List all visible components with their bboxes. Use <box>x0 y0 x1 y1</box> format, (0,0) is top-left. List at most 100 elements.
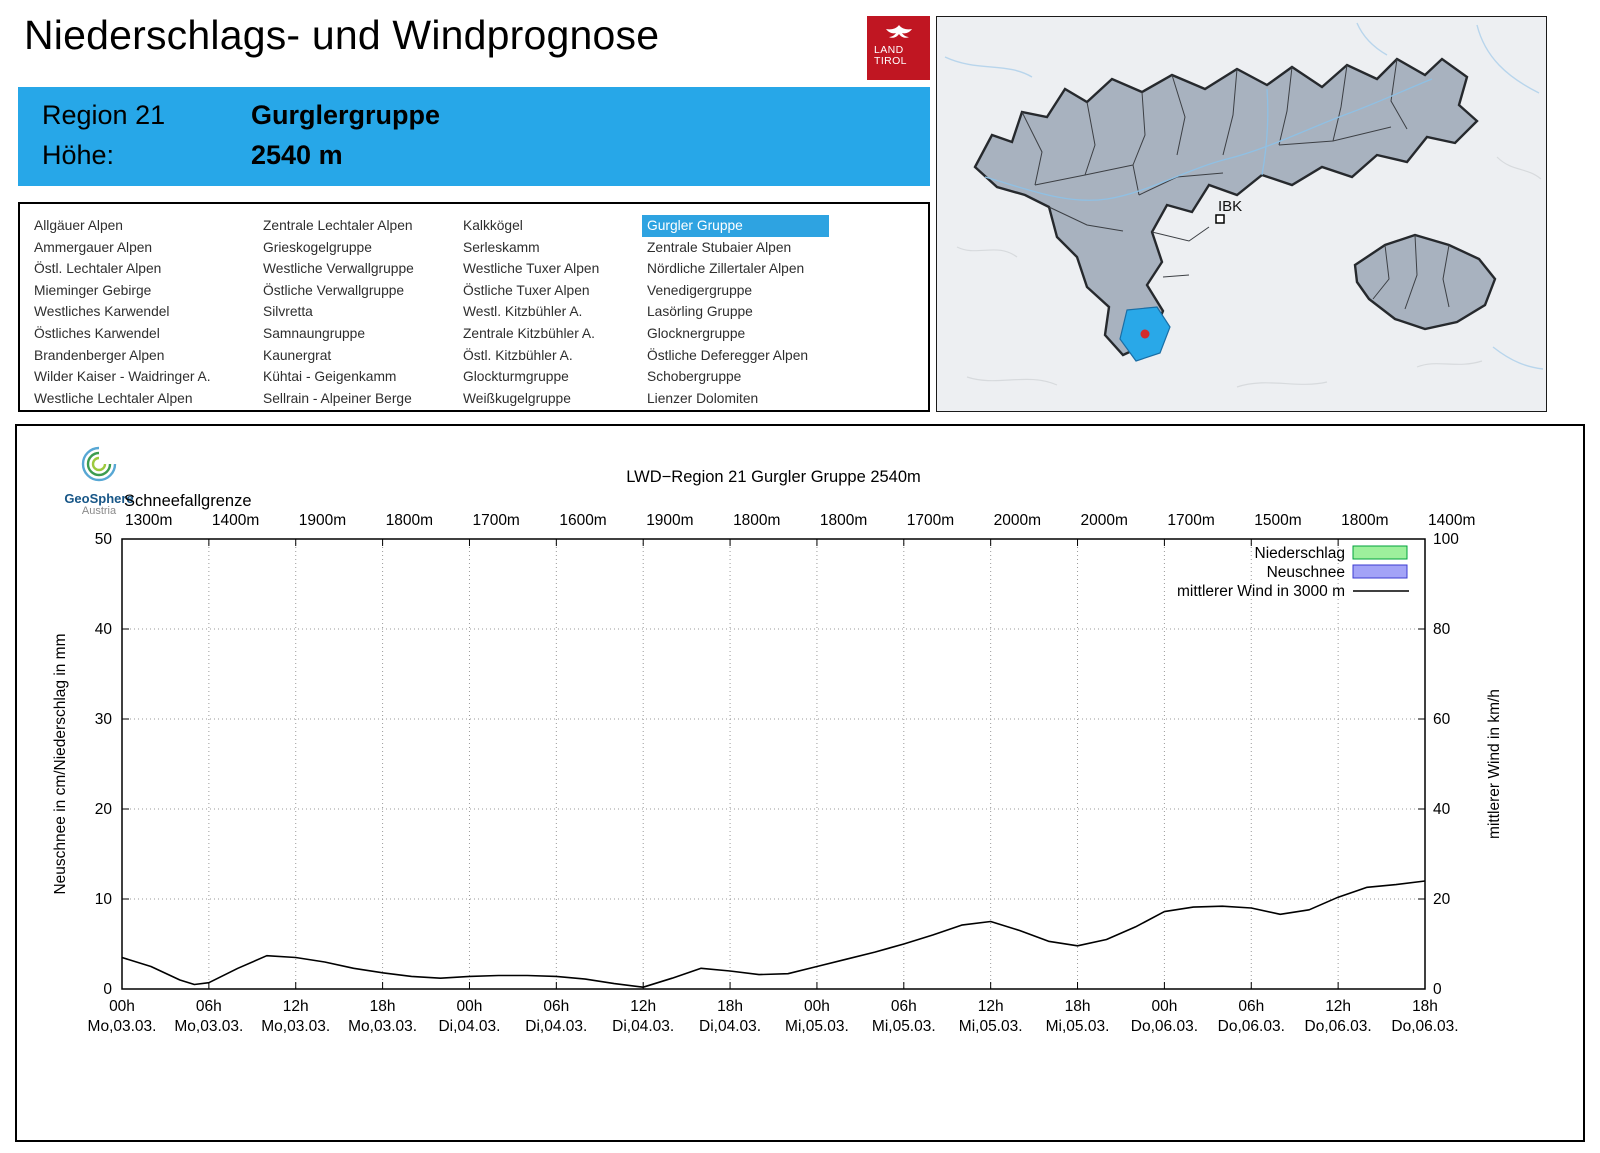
region-item[interactable]: Lienzer Dolomiten <box>647 390 759 406</box>
region-item[interactable]: Östliche Tuxer Alpen <box>463 282 590 298</box>
snowline-label: Schneefallgrenze <box>124 492 252 510</box>
region-item[interactable]: Sellrain - Alpeiner Berge <box>263 390 412 406</box>
y-axis-title-right: mittlerer Wind in km/h <box>1486 689 1503 839</box>
rivers-inside <box>984 78 1433 201</box>
x-tick-label-day: Do,06.03. <box>1218 1018 1285 1035</box>
region-item[interactable]: Samnaungruppe <box>263 325 366 341</box>
x-tick-label-hour: 00h <box>1151 998 1177 1015</box>
altitude-label: Höhe: <box>42 140 115 170</box>
region-column-4: Gurgler Gruppe Zentrale Stubaier Alpen Nör… <box>642 215 829 409</box>
y-tick-label-left: 30 <box>95 711 113 728</box>
wind-line <box>121 880 1426 989</box>
y-tick-label-left: 50 <box>95 531 113 548</box>
x-tick-label-hour: 12h <box>630 998 656 1015</box>
snowline-value: 2000m <box>994 512 1041 529</box>
region-item-selected[interactable]: Gurgler Gruppe <box>642 215 829 237</box>
x-tick-label-day: Di,04.03. <box>525 1018 587 1035</box>
region-item[interactable]: Schobergruppe <box>647 369 742 385</box>
region-column-1: Allgäuer Alpen Ammergauer Alpen Östl. Lech… <box>34 215 211 409</box>
tirol-map-svg: IBK <box>944 22 1544 388</box>
region-item[interactable]: Westl. Kitzbühler A. <box>463 304 583 320</box>
ibk-marker-icon <box>1215 214 1225 224</box>
region-item[interactable]: Kühtai - Geigenkamm <box>263 369 397 385</box>
x-tick-label-day: Mi,05.03. <box>959 1018 1023 1035</box>
region-name-value: Gurglergruppe <box>251 100 441 130</box>
x-tick-label-hour: 06h <box>891 998 917 1015</box>
y-tick-label-left: 0 <box>103 981 112 998</box>
region-selector-list: Allgäuer Alpen Ammergauer Alpen Östl. Lech… <box>18 202 930 412</box>
region-item[interactable]: Zentrale Lechtaler Alpen <box>263 218 413 233</box>
x-tick-label-day: Di,04.03. <box>699 1018 761 1035</box>
region-item[interactable]: Östliche Deferegger Alpen <box>647 347 809 363</box>
selected-region-dot <box>1140 329 1150 339</box>
x-tick-label-hour: 00h <box>457 998 483 1015</box>
x-tick-label-hour: 06h <box>196 998 222 1015</box>
snowline-value: 1900m <box>299 512 346 529</box>
map-north-tirol <box>973 57 1479 357</box>
region-item[interactable]: Wilder Kaiser - Waidringer A. <box>34 369 211 385</box>
x-tick-label-day: Do,06.03. <box>1391 1018 1458 1035</box>
ibk-label: IBK <box>1218 198 1242 215</box>
snowline-value: 1900m <box>646 512 693 529</box>
region-item[interactable]: Weißkugelgruppe <box>463 390 571 406</box>
x-tick-label-day: Mi,05.03. <box>1046 1018 1110 1035</box>
rivers-outside <box>944 22 1544 370</box>
page-title: Niederschlags- und Windprognose <box>24 12 660 58</box>
region-column-2: Zentrale Lechtaler Alpen Grieskogelgruppe… <box>263 215 414 409</box>
geosphere-logo: GeoSphere Austria <box>51 442 147 517</box>
region-item[interactable]: Nördliche Zillertaler Alpen <box>647 261 805 277</box>
region-item[interactable]: Silvretta <box>263 304 313 320</box>
tirol-overview-map[interactable]: IBK <box>936 16 1547 412</box>
x-tick-label-hour: 06h <box>1238 998 1264 1015</box>
y-tick-label-right: 0 <box>1433 981 1442 998</box>
region-item[interactable]: Allgäuer Alpen <box>34 218 123 233</box>
snowline-value: 1800m <box>386 512 433 529</box>
x-tick-label-hour: 18h <box>370 998 396 1015</box>
region-item[interactable]: Venedigergruppe <box>647 282 753 298</box>
x-tick-label-day: Di,04.03. <box>438 1018 500 1035</box>
region-item[interactable]: Glockturmgruppe <box>463 369 569 385</box>
region-item[interactable]: Östliches Karwendel <box>34 325 160 341</box>
x-tick-label-hour: 12h <box>978 998 1004 1015</box>
region-item[interactable]: Kalkkögel <box>463 218 523 233</box>
land-tirol-logo-text: LAND TIROL <box>874 44 907 67</box>
y-axis-title-left: Neuschnee in cm/Niederschlag in mm <box>52 633 69 894</box>
x-tick-label-hour: 06h <box>543 998 569 1015</box>
region-item[interactable]: Östl. Lechtaler Alpen <box>34 261 162 277</box>
snowline-value: 2000m <box>1081 512 1128 529</box>
tirol-eagle-icon <box>885 25 912 38</box>
x-tick-label-hour: 00h <box>804 998 830 1015</box>
region-item[interactable]: Ammergauer Alpen <box>34 239 153 255</box>
region-item[interactable]: Glocknergruppe <box>647 325 746 341</box>
snowline-value: 1400m <box>1428 512 1475 529</box>
region-item[interactable]: Lasörling Gruppe <box>647 304 753 320</box>
geosphere-logo-name: GeoSphere <box>64 491 134 506</box>
snowline-value: 1800m <box>1341 512 1388 529</box>
region-item[interactable]: Serleskamm <box>463 239 540 255</box>
y-tick-label-left: 40 <box>95 621 113 638</box>
map-region-borders <box>1021 58 1450 310</box>
region-item[interactable]: Westliche Tuxer Alpen <box>463 261 600 277</box>
region-item[interactable]: Grieskogelgruppe <box>263 239 372 255</box>
chart-title: LWD−Region 21 Gurgler Gruppe 2540m <box>626 468 921 486</box>
legend-swatch <box>1352 545 1408 560</box>
region-item[interactable]: Westliche Lechtaler Alpen <box>34 390 193 406</box>
region-item[interactable]: Brandenberger Alpen <box>34 347 165 363</box>
region-item[interactable]: Mieminger Gebirge <box>34 282 152 298</box>
region-column-3: Kalkkögel Serleskamm Westliche Tuxer Alpen… <box>463 215 599 409</box>
snowline-value: 1700m <box>472 512 519 529</box>
region-item[interactable]: Zentrale Stubaier Alpen <box>647 239 792 255</box>
region-item[interactable]: Zentrale Kitzbühler A. <box>463 325 595 341</box>
snowline-value: 1300m <box>125 512 172 529</box>
altitude-value: 2540 m <box>251 140 343 170</box>
region-item[interactable]: Westliches Karwendel <box>34 304 170 320</box>
region-item[interactable]: Westliche Verwallgruppe <box>263 261 414 277</box>
region-number-label: Region 21 <box>42 100 166 130</box>
snowline-value: 1500m <box>1254 512 1301 529</box>
region-item[interactable]: Östliche Verwallgruppe <box>263 282 405 298</box>
plot-frame <box>121 538 1426 990</box>
geosphere-logo-sub: Austria <box>81 505 117 517</box>
region-item[interactable]: Kaunergrat <box>263 347 332 363</box>
region-item[interactable]: Östl. Kitzbühler A. <box>463 347 573 363</box>
